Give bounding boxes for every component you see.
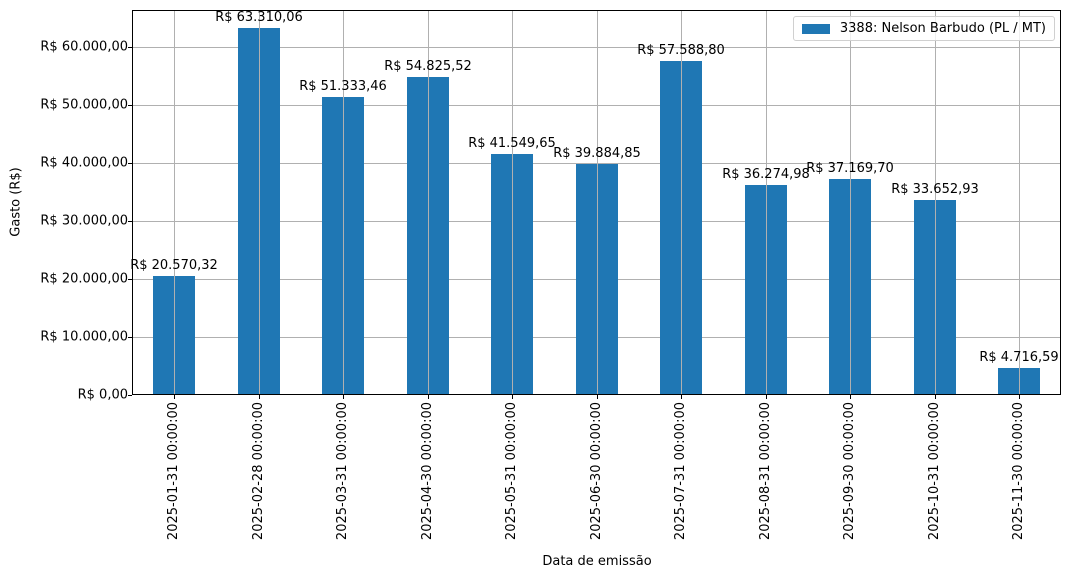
grid-line-vertical	[512, 10, 513, 395]
grid-line-vertical	[1019, 10, 1020, 395]
legend-swatch	[801, 23, 830, 34]
grid-line-vertical	[766, 10, 767, 395]
y-tick-label: R$ 40.000,00	[40, 155, 128, 171]
x-tick	[343, 395, 344, 399]
x-tick-label: 2025-09-30 00:00:00	[842, 402, 857, 541]
bar-value-label: R$ 54.825,52	[384, 59, 472, 74]
y-tick-label: R$ 30.000,00	[40, 213, 128, 229]
bar-value-label: R$ 20.570,32	[130, 257, 218, 273]
y-tick-label: R$ 50.000,00	[40, 97, 128, 113]
grid-line-vertical	[597, 10, 598, 395]
x-tick-label: 2025-07-31 00:00:00	[673, 402, 688, 541]
grid-line-horizontal	[132, 47, 1061, 48]
x-tick	[512, 395, 513, 399]
x-tick	[428, 395, 429, 399]
x-tick-label: 2025-02-28 00:00:00	[251, 402, 266, 541]
x-tick-label: 2025-11-30 00:00:00	[1011, 402, 1026, 541]
grid-line-vertical	[343, 10, 344, 395]
x-tick-label: 2025-01-31 00:00:00	[166, 402, 181, 541]
grid-line-vertical	[174, 10, 175, 395]
bar-value-label: R$ 41.549,65	[468, 136, 556, 151]
y-tick-label: R$ 20.000,00	[40, 271, 128, 287]
x-tick	[174, 395, 175, 399]
x-tick-label: 2025-08-31 00:00:00	[758, 402, 773, 541]
y-tick	[128, 279, 132, 280]
legend: 3388: Nelson Barbudo (PL / MT)	[792, 16, 1055, 41]
y-tick	[128, 395, 132, 396]
x-tick-label: 2025-04-30 00:00:00	[420, 402, 435, 541]
bar-value-label: R$ 33.652,93	[891, 181, 979, 197]
y-tick	[128, 221, 132, 222]
bar-value-label: R$ 37.169,70	[806, 161, 894, 177]
grid-line-horizontal	[132, 163, 1061, 164]
y-axis-label: Gasto (R$)	[8, 167, 24, 237]
y-tick	[128, 105, 132, 106]
bar-value-label: R$ 51.333,46	[299, 79, 387, 95]
y-tick	[128, 337, 132, 338]
x-tick-label: 2025-03-31 00:00:00	[335, 402, 350, 541]
bar-value-label: R$ 39.884,85	[553, 145, 641, 161]
y-tick	[128, 47, 132, 48]
x-tick-label: 2025-10-31 00:00:00	[927, 402, 942, 541]
x-tick	[597, 395, 598, 399]
x-tick-label: 2025-06-30 00:00:00	[589, 402, 604, 541]
grid-line-horizontal	[132, 105, 1061, 106]
x-tick	[766, 395, 767, 399]
bar-value-label: R$ 36.274,98	[722, 166, 810, 182]
y-tick	[128, 163, 132, 164]
y-tick-label: R$ 0,00	[77, 387, 128, 403]
bar-value-label: R$ 63.310,06	[215, 9, 303, 25]
grid-line-vertical	[681, 10, 682, 395]
x-tick	[850, 395, 851, 399]
legend-label: 3388: Nelson Barbudo (PL / MT)	[839, 21, 1046, 36]
y-tick-label: R$ 10.000,00	[40, 329, 128, 345]
x-tick	[935, 395, 936, 399]
plot-area	[132, 10, 1061, 395]
grid-line-vertical	[428, 10, 429, 395]
x-tick	[681, 395, 682, 399]
x-tick-label: 2025-05-31 00:00:00	[504, 402, 519, 541]
x-axis-label: Data de emissão	[542, 554, 652, 569]
grid-line-vertical	[850, 10, 851, 395]
y-tick-label: R$ 60.000,00	[40, 39, 128, 55]
bar-value-label: R$ 4.716,59	[979, 349, 1059, 365]
grid-line-vertical	[935, 10, 936, 395]
x-tick	[1019, 395, 1020, 399]
grid-line-vertical	[259, 10, 260, 395]
bar-value-label: R$ 57.588,80	[637, 42, 725, 58]
x-tick	[259, 395, 260, 399]
